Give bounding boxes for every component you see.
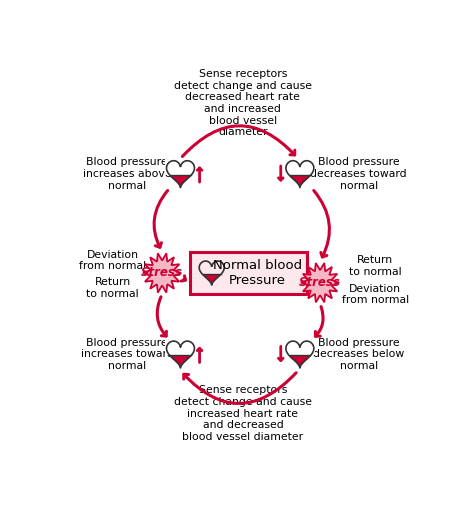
Bar bbox=[284, 159, 315, 175]
Bar bbox=[198, 259, 226, 274]
Text: Stress: Stress bbox=[141, 267, 183, 279]
Polygon shape bbox=[286, 161, 314, 187]
Polygon shape bbox=[199, 261, 224, 285]
Text: Blood pressure
increases toward
normal: Blood pressure increases toward normal bbox=[81, 338, 173, 371]
Text: Normal blood
Pressure: Normal blood Pressure bbox=[213, 259, 302, 287]
Text: Sense receptors
detect change and cause
decreased heart rate
and increased
blood: Sense receptors detect change and cause … bbox=[174, 69, 312, 138]
Text: Sense receptors
detect change and cause
increased heart rate
and decreased
blood: Sense receptors detect change and cause … bbox=[174, 386, 312, 442]
Bar bbox=[284, 339, 315, 355]
Bar bbox=[190, 252, 307, 294]
Text: Return
to normal: Return to normal bbox=[349, 255, 401, 277]
Text: Stress: Stress bbox=[299, 276, 341, 289]
Text: Blood pressure
increases above
normal: Blood pressure increases above normal bbox=[83, 158, 172, 190]
Polygon shape bbox=[286, 161, 314, 187]
Text: Deviation
from normal: Deviation from normal bbox=[79, 250, 146, 271]
Polygon shape bbox=[166, 161, 194, 187]
Polygon shape bbox=[166, 341, 194, 368]
Polygon shape bbox=[143, 253, 181, 293]
Polygon shape bbox=[286, 341, 314, 368]
Text: Deviation
from normal: Deviation from normal bbox=[342, 284, 409, 305]
Polygon shape bbox=[301, 263, 339, 303]
Polygon shape bbox=[166, 161, 194, 187]
Text: Blood pressure
decreases toward
normal: Blood pressure decreases toward normal bbox=[310, 158, 407, 190]
Text: Blood pressure
decreases below
normal: Blood pressure decreases below normal bbox=[313, 338, 404, 371]
Polygon shape bbox=[199, 261, 224, 285]
Bar bbox=[165, 159, 196, 175]
Polygon shape bbox=[286, 341, 314, 368]
Text: Return
to normal: Return to normal bbox=[86, 277, 139, 298]
Bar bbox=[165, 339, 196, 355]
Polygon shape bbox=[166, 341, 194, 368]
